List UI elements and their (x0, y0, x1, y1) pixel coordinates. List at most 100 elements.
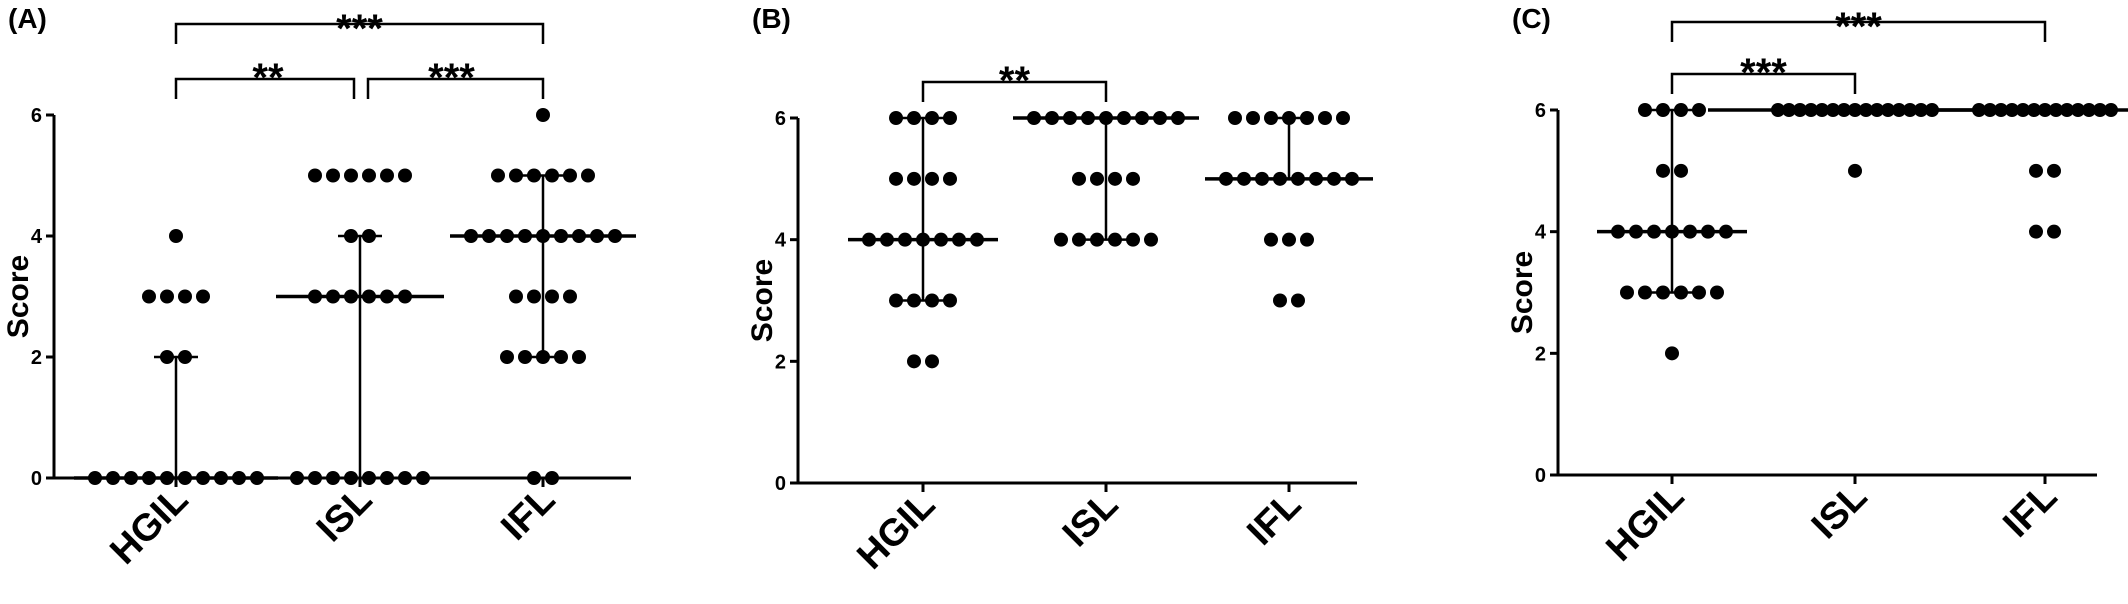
data-point (563, 168, 577, 183)
data-point (1881, 103, 1895, 117)
data-point (925, 293, 939, 308)
data-point (1638, 103, 1652, 117)
data-point (2029, 224, 2043, 239)
data-point (925, 354, 939, 369)
data-point (1793, 103, 1807, 117)
data-point (1273, 171, 1287, 186)
data-point (527, 289, 541, 304)
data-point (380, 289, 394, 304)
significance-bracket (1670, 20, 2047, 42)
data-point (1153, 111, 1167, 125)
y-tick-label: 2 (775, 351, 786, 373)
data-point (500, 229, 514, 243)
data-point (1611, 224, 1625, 239)
significance-bracket (174, 22, 545, 44)
data-point (545, 471, 559, 485)
data-point (2047, 163, 2061, 178)
data-point (1264, 232, 1278, 247)
data-point (1219, 171, 1233, 186)
data-point (1892, 103, 1906, 117)
x-tick-label: ISL (1055, 484, 1127, 556)
data-point (907, 354, 921, 369)
y-tick-label: 6 (31, 105, 42, 127)
data-point (2071, 103, 2085, 117)
data-point (1638, 285, 1652, 300)
data-point (2093, 103, 2107, 117)
y-axis-label: Score (1506, 251, 1539, 334)
data-point (1665, 224, 1679, 239)
y-tick-label: 2 (1535, 343, 1546, 365)
data-point (1647, 224, 1661, 239)
data-point (943, 171, 957, 186)
data-point (362, 229, 376, 243)
significance-bracket (921, 80, 1108, 102)
data-point (1674, 103, 1688, 117)
data-point (2047, 224, 2061, 239)
significance-label: *** (1835, 5, 1882, 49)
data-point (590, 229, 604, 243)
significance-label: *** (336, 7, 383, 51)
data-point (934, 232, 948, 247)
data-point (1972, 103, 1986, 117)
data-point (1674, 163, 1688, 178)
data-point (362, 168, 376, 183)
data-point (1126, 232, 1140, 247)
data-point (290, 471, 304, 485)
data-point (380, 471, 394, 485)
data-point (1117, 111, 1131, 125)
significance-label: *** (428, 56, 475, 100)
significance-label: ** (999, 59, 1031, 103)
data-point (1090, 232, 1104, 247)
data-point (1674, 285, 1688, 300)
data-point (889, 171, 903, 186)
data-point (1701, 224, 1715, 239)
data-point (1237, 171, 1251, 186)
data-point (169, 229, 183, 243)
data-point (1318, 111, 1332, 125)
data-point (527, 168, 541, 183)
data-point (160, 471, 174, 485)
data-point (509, 289, 523, 304)
data-point (1629, 224, 1643, 239)
x-tick-label: IFL (493, 479, 563, 549)
data-point (1859, 103, 1873, 117)
data-point (889, 293, 903, 308)
data-point (1837, 103, 1851, 117)
data-point (1255, 171, 1269, 186)
data-point (898, 232, 912, 247)
data-point (1273, 293, 1287, 308)
data-point (416, 471, 430, 485)
data-point (970, 232, 984, 247)
y-axis-label: Score (746, 259, 779, 342)
data-point (88, 471, 102, 485)
data-point (1804, 103, 1818, 117)
data-point (1848, 163, 1862, 178)
significance-bracket (174, 77, 356, 99)
data-point (925, 171, 939, 186)
data-point (1620, 285, 1634, 300)
significance-bracket (1670, 72, 1857, 94)
x-tick-label: HGIL (102, 479, 196, 573)
x-tick-label: ISL (309, 479, 381, 551)
significance-bracket (366, 77, 545, 99)
data-point (1710, 285, 1724, 300)
data-point (1108, 171, 1122, 186)
y-tick-label: 4 (31, 226, 43, 248)
data-point (554, 229, 568, 243)
data-point (1072, 232, 1086, 247)
y-tick-label: 6 (775, 108, 786, 130)
data-point (1282, 111, 1296, 125)
data-point (2027, 103, 2041, 117)
data-point (1903, 103, 1917, 117)
data-point (1228, 111, 1242, 125)
data-point (344, 471, 358, 485)
data-point (1692, 103, 1706, 117)
data-point (178, 289, 192, 304)
x-tick-label: HGIL (1598, 476, 1692, 570)
data-point (1300, 232, 1314, 247)
data-point (308, 289, 322, 304)
y-tick-label: 4 (1535, 222, 1547, 244)
data-point (862, 232, 876, 247)
data-point (581, 168, 595, 183)
